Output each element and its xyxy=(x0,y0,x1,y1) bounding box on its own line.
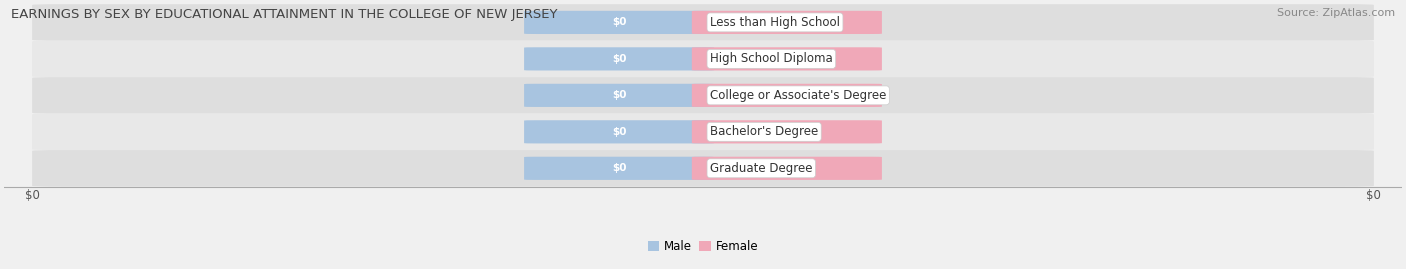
FancyBboxPatch shape xyxy=(524,84,714,107)
Text: $0: $0 xyxy=(779,163,794,173)
Text: $0: $0 xyxy=(612,17,627,27)
FancyBboxPatch shape xyxy=(32,150,1374,187)
Text: $0: $0 xyxy=(1367,189,1381,203)
Text: $0: $0 xyxy=(779,90,794,100)
Text: High School Diploma: High School Diploma xyxy=(710,52,832,65)
Text: $0: $0 xyxy=(612,54,627,64)
FancyBboxPatch shape xyxy=(32,4,1374,41)
FancyBboxPatch shape xyxy=(32,77,1374,114)
FancyBboxPatch shape xyxy=(692,84,882,107)
FancyBboxPatch shape xyxy=(32,114,1374,150)
Text: EARNINGS BY SEX BY EDUCATIONAL ATTAINMENT IN THE COLLEGE OF NEW JERSEY: EARNINGS BY SEX BY EDUCATIONAL ATTAINMEN… xyxy=(11,8,558,21)
Text: College or Associate's Degree: College or Associate's Degree xyxy=(710,89,886,102)
FancyBboxPatch shape xyxy=(692,120,882,143)
Text: $0: $0 xyxy=(612,90,627,100)
FancyBboxPatch shape xyxy=(524,120,714,143)
FancyBboxPatch shape xyxy=(524,157,714,180)
Text: $0: $0 xyxy=(779,54,794,64)
Text: $0: $0 xyxy=(612,163,627,173)
FancyBboxPatch shape xyxy=(524,11,714,34)
FancyBboxPatch shape xyxy=(692,11,882,34)
Text: $0: $0 xyxy=(779,17,794,27)
Legend: Male, Female: Male, Female xyxy=(643,235,763,257)
Text: Less than High School: Less than High School xyxy=(710,16,839,29)
FancyBboxPatch shape xyxy=(692,47,882,70)
Text: $0: $0 xyxy=(779,127,794,137)
Text: $0: $0 xyxy=(25,189,39,203)
FancyBboxPatch shape xyxy=(524,47,714,70)
FancyBboxPatch shape xyxy=(32,41,1374,77)
Text: $0: $0 xyxy=(612,127,627,137)
FancyBboxPatch shape xyxy=(692,157,882,180)
Text: Source: ZipAtlas.com: Source: ZipAtlas.com xyxy=(1277,8,1395,18)
Text: Bachelor's Degree: Bachelor's Degree xyxy=(710,125,818,138)
Text: Graduate Degree: Graduate Degree xyxy=(710,162,813,175)
